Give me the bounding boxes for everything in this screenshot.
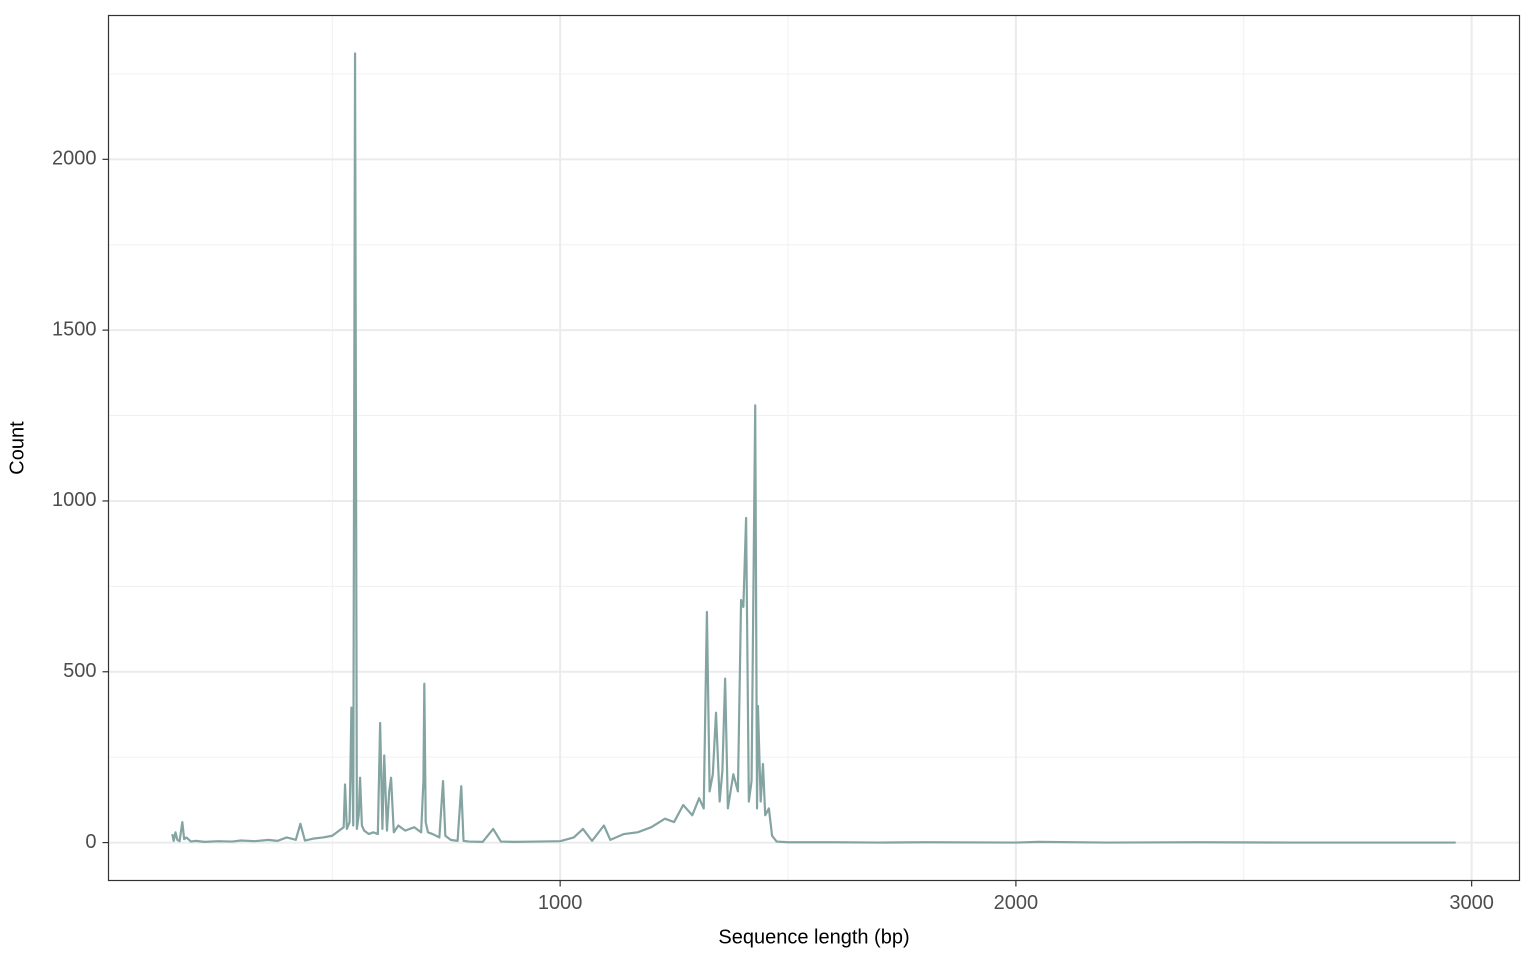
grid bbox=[108, 15, 1520, 881]
x-tick-label: 3000 bbox=[1449, 892, 1494, 914]
y-tick-label: 0 bbox=[85, 831, 96, 853]
y-tick-label: 500 bbox=[63, 660, 96, 682]
y-axis-title: Count bbox=[6, 421, 28, 475]
panel-border bbox=[107, 14, 1521, 882]
plot-area bbox=[171, 52, 1456, 844]
x-tick-label: 2000 bbox=[994, 892, 1039, 914]
x-tick-label: 1000 bbox=[538, 892, 583, 914]
y-tick-label: 1000 bbox=[52, 489, 97, 511]
x-axis-title: Sequence length (bp) bbox=[718, 926, 909, 948]
y-tick-label: 2000 bbox=[52, 148, 97, 170]
data-line bbox=[171, 52, 1456, 844]
y-tick-label: 1500 bbox=[52, 318, 97, 340]
